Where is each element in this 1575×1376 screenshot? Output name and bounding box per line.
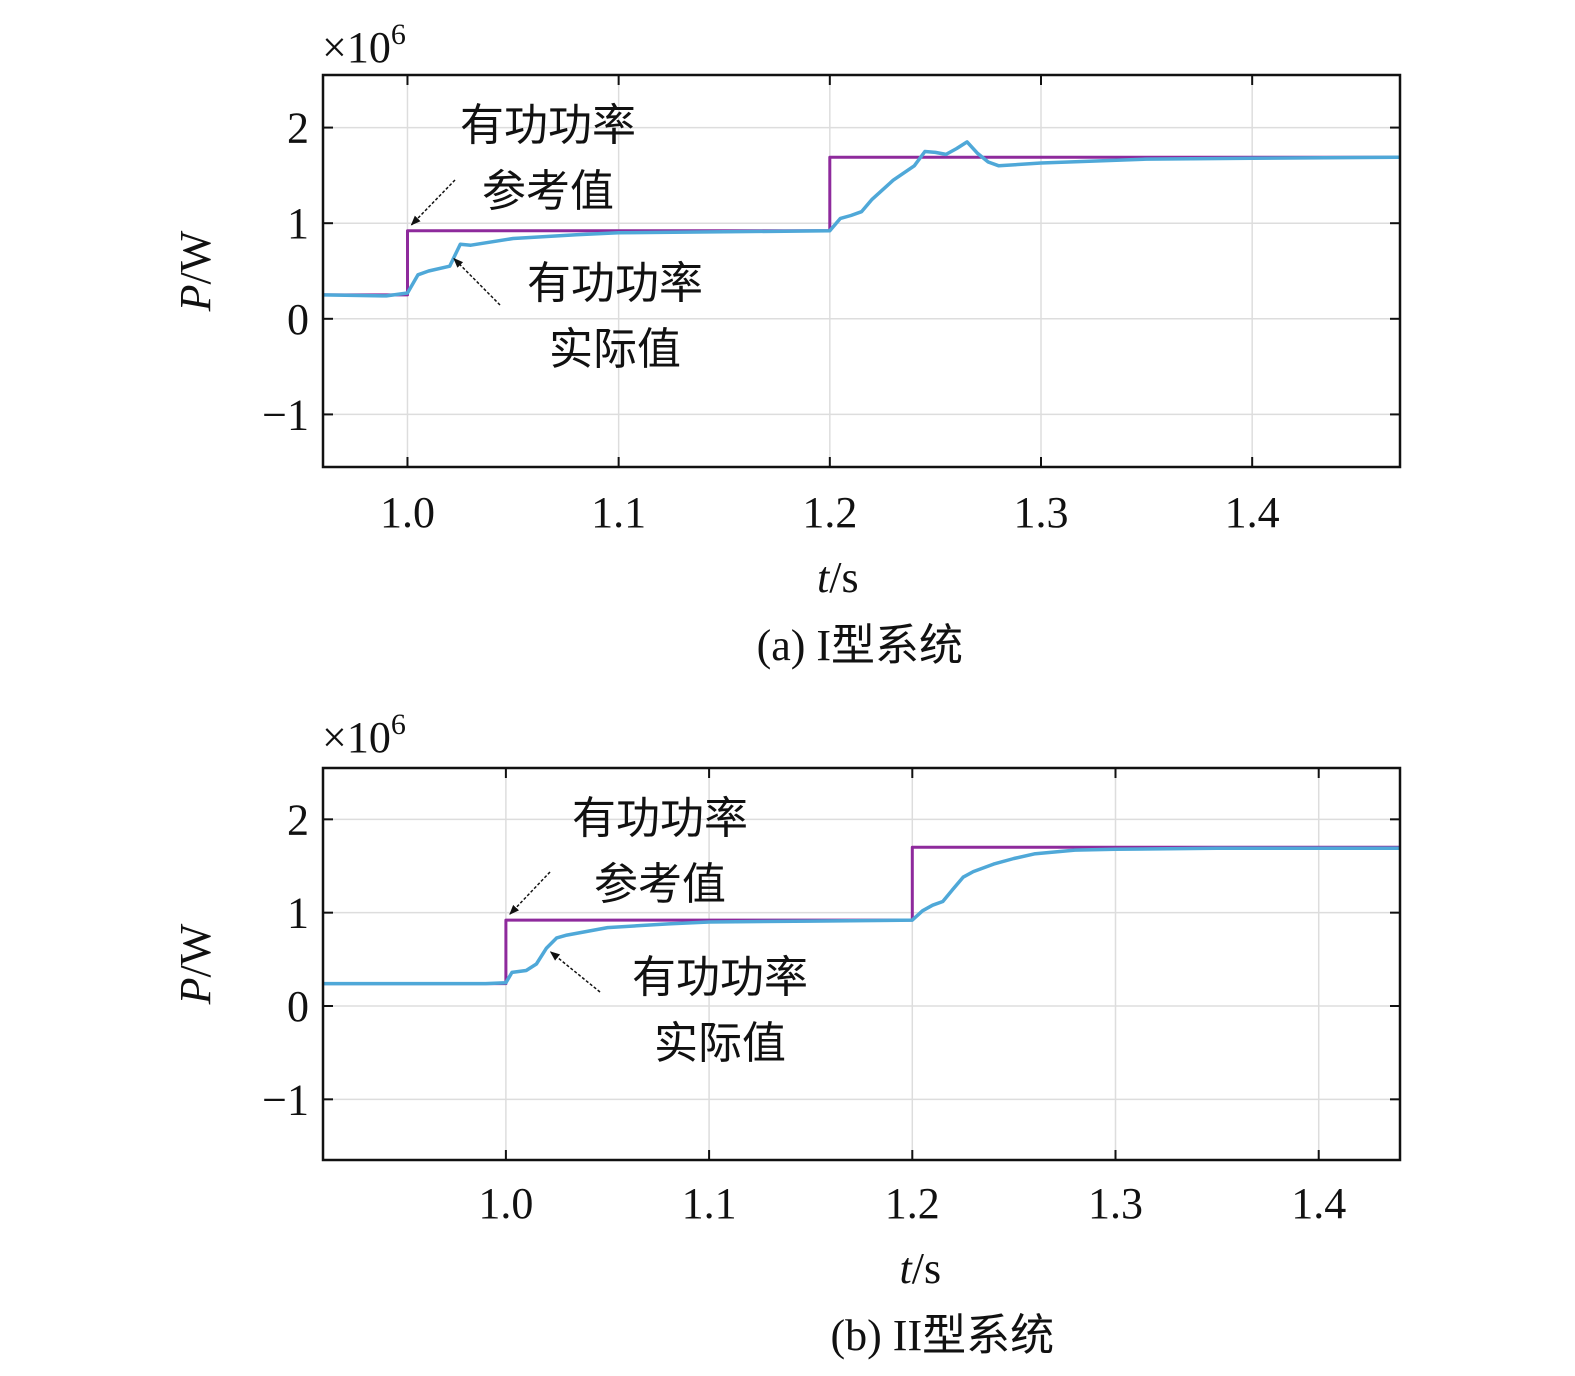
y-axis-label-unit: /W (171, 230, 220, 284)
plot-frame (321, 766, 1402, 1162)
annotation-arrow (453, 257, 501, 306)
x-axis-label-unit: /s (912, 1244, 941, 1293)
x-tick-label: 1.3 (1014, 488, 1069, 537)
x-tick-label: 1.2 (885, 1179, 940, 1228)
y-axis-label-unit: /W (171, 923, 220, 977)
y-tick-label: 2 (287, 795, 309, 844)
y-tick-label: 0 (287, 982, 309, 1031)
x-axis-label-var: t (817, 553, 831, 602)
x-tick-label: 1.4 (1291, 1179, 1346, 1228)
axis-multiplier-base: ×10 (322, 23, 391, 72)
annotation-text: 有功功率 (632, 952, 808, 1003)
annotation-arrow (509, 871, 551, 915)
x-tick-label: 1.0 (478, 1179, 533, 1228)
axis-multiplier-exponent: 6 (391, 708, 406, 741)
axis-multiplier-exponent: 6 (391, 18, 406, 51)
x-axis-label: t/s (817, 553, 859, 602)
x-tick-label: 1.0 (380, 488, 435, 537)
x-tick-label: 1.1 (682, 1179, 737, 1228)
y-axis-label: P/W (171, 230, 220, 312)
annotation-text: 有功功率 (572, 793, 748, 844)
annotation-text: 参考值 (594, 859, 726, 910)
y-tick-label: 1 (287, 889, 309, 938)
annotation-arrow (549, 951, 601, 993)
axis-multiplier: ×106 (322, 708, 406, 762)
y-tick-label: 1 (287, 199, 309, 248)
y-tick-label: −1 (262, 1075, 309, 1124)
annotation-text: 参考值 (482, 166, 614, 217)
x-axis-label-unit: /s (829, 553, 858, 602)
x-axis-label-var: t (900, 1244, 914, 1293)
axis-multiplier-base: ×10 (322, 713, 391, 762)
annotation-arrow (410, 179, 456, 226)
annotation-text: 实际值 (654, 1018, 786, 1069)
axis-multiplier: ×106 (322, 18, 406, 72)
x-tick-label: 1.1 (591, 488, 646, 537)
chart-caption: (a) I型系统 (757, 621, 964, 670)
chart-panel-a: 1.0 1.1 1.2 1.3 1.4 −1 0 1 2 ×106 t/s P/W (a) I型系统 有功… (171, 18, 1402, 670)
y-tick-label: −1 (262, 390, 309, 439)
series-line-reference (323, 845, 1400, 986)
annotation-text: 有功功率 (460, 100, 636, 151)
y-axis-label-var: P (171, 284, 220, 312)
x-tick-label: 1.2 (802, 488, 857, 537)
annotation-text: 实际值 (549, 324, 681, 375)
chart-caption: (b) II型系统 (830, 1311, 1054, 1360)
series-line-actual (322, 140, 1401, 298)
x-tick-label: 1.4 (1225, 488, 1280, 537)
y-axis-label-var: P (171, 977, 220, 1005)
y-axis-label: P/W (171, 923, 220, 1005)
x-tick-label: 1.3 (1088, 1179, 1143, 1228)
y-tick-label: 2 (287, 104, 309, 153)
chart-panel-b: 1.0 1.1 1.2 1.3 1.4 −1 0 1 2 ×106 t/s P/W (b) II型系统 有… (171, 708, 1402, 1360)
y-tick-label: 0 (287, 295, 309, 344)
x-axis-label: t/s (900, 1244, 942, 1293)
plot-frame (321, 73, 1402, 469)
annotation-text: 有功功率 (527, 258, 703, 309)
series-line-actual (323, 846, 1400, 986)
